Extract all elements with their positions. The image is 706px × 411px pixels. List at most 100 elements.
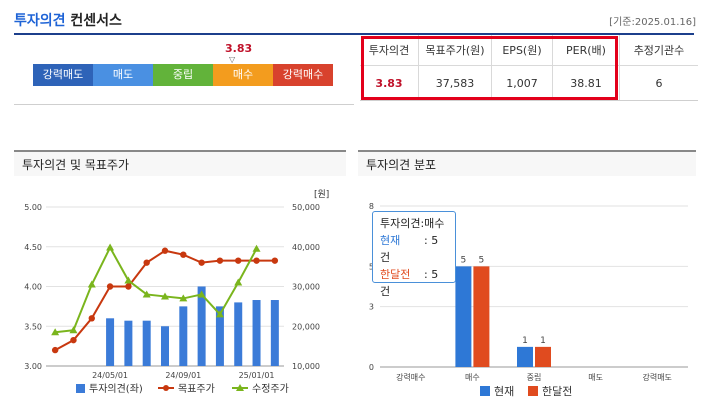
y-tick-label: 3.50: [24, 322, 42, 331]
legend-current-icon: [480, 386, 490, 396]
y-tick-label: 3.00: [24, 362, 42, 371]
cell-per: 38.81: [552, 65, 620, 101]
tooltip-value: : 5 건: [380, 234, 439, 264]
target-price-point: [106, 283, 114, 290]
opinion-bar: [197, 286, 206, 366]
adjusted-price-point: [142, 290, 151, 298]
target-price-point: [235, 257, 242, 264]
data-label: 1: [540, 336, 546, 346]
legend-label: 수정주가: [252, 383, 289, 395]
scale-strong-buy: 강력매수: [273, 64, 333, 86]
target-price-point: [125, 283, 132, 290]
col-header: 투자의견: [360, 35, 419, 66]
adjusted-price-point: [179, 294, 188, 302]
legend-label: 투자의견(좌): [89, 383, 143, 395]
distribution-bar: [455, 266, 472, 367]
x-tick-label: 매수: [465, 373, 480, 382]
opinion-bar: [179, 306, 188, 366]
divider: [14, 104, 354, 105]
cell-opinion: 3.83: [360, 65, 419, 101]
col-header: EPS(원): [491, 35, 553, 66]
adjusted-price-line: [55, 245, 258, 334]
consensus-table: 투자의견 목표주가(원) EPS(원) PER(배) 추정기관수 3.83 37…: [360, 35, 698, 101]
opinion-bar: [252, 300, 261, 366]
target-price-point: [161, 247, 169, 254]
cell-institutions: 6: [619, 65, 698, 101]
x-tick-label: 매도: [588, 373, 603, 382]
target-price-point: [253, 257, 260, 264]
opinion-bar: [161, 326, 169, 366]
opinion-bar: [234, 302, 243, 366]
scale-strong-sell: 강력매도: [33, 64, 93, 86]
opinion-scale: 강력매도 매도 중립 매수 강력매수: [33, 64, 333, 86]
target-price-point: [51, 346, 59, 354]
distribution-bar: [473, 266, 490, 367]
adjusted-price-point: [252, 244, 261, 252]
header-divider: [14, 33, 694, 35]
legend-month-ago-icon: [528, 386, 538, 396]
tooltip-label: 한달전: [380, 268, 411, 281]
opinion-bar: [106, 318, 115, 366]
x-tick-label: 24/09/01: [165, 371, 201, 380]
target-price-point: [198, 259, 205, 266]
data-label: 1: [522, 336, 528, 346]
y2-tick-label: 40,000: [292, 243, 320, 252]
x-tick-label: 24/05/01: [92, 371, 128, 380]
right-axis-unit: [원]: [314, 189, 329, 200]
table-row: 3.83 37,583 1,007 38.81 6: [360, 65, 698, 101]
adjusted-price-point: [51, 328, 60, 336]
opinion-bar: [215, 306, 224, 366]
data-label: 5: [479, 255, 485, 265]
target-price-point: [180, 251, 187, 258]
opinion-bar: [124, 320, 133, 366]
adjusted-price-point: [197, 290, 206, 298]
y2-tick-label: 30,000: [292, 283, 320, 292]
scale-buy: 매수: [213, 64, 273, 86]
legend-bar-icon: [76, 384, 85, 393]
tooltip-row: 현재: 5 건: [380, 232, 448, 266]
distribution-chart: 0358강력매수매수55중립11매도강력매도현재한달전: [369, 202, 688, 398]
right-panel-title: 투자의견 분포: [358, 150, 696, 176]
page-title-main: 투자의견: [14, 13, 66, 29]
adjusted-price-point: [124, 276, 133, 284]
x-tick-label: 25/01/01: [239, 371, 275, 380]
data-label: 5: [461, 255, 467, 265]
target-price-point: [143, 259, 150, 266]
table-header-row: 투자의견 목표주가(원) EPS(원) PER(배) 추정기관수: [360, 35, 698, 66]
distribution-bar: [535, 346, 551, 367]
target-price-point: [271, 257, 279, 264]
legend-label: 현재: [494, 385, 514, 398]
cell-target-price: 37,583: [418, 65, 492, 101]
left-panel: 투자의견 및 목표주가: [14, 150, 346, 176]
reference-date: [기준:2025.01.16]: [609, 17, 696, 28]
y-tick-label: 4.50: [24, 243, 42, 252]
scale-neutral: 중립: [153, 64, 213, 86]
y-tick-label: 0: [369, 363, 374, 372]
opinion-marker-value: 3.83: [225, 42, 253, 55]
y-tick-label: 5: [369, 262, 374, 271]
highlight-box: [361, 36, 618, 100]
y2-tick-label: 10,000: [292, 362, 320, 371]
opinion-bar: [270, 300, 279, 366]
x-tick-label: 중립: [527, 373, 542, 382]
adjusted-price-point: [234, 278, 243, 286]
legend-point-icon: [163, 385, 169, 391]
col-header: 추정기관수: [619, 35, 698, 66]
tooltip-title: 투자의견:매수: [380, 217, 445, 230]
legend-point-icon: [236, 384, 244, 391]
x-tick-label: 강력매수: [396, 372, 425, 382]
scale-sell: 매도: [93, 64, 153, 86]
col-header: 목표주가(원): [418, 35, 492, 66]
adjusted-price-point: [106, 243, 115, 251]
tooltip-row: 한달전: 5 건: [380, 266, 448, 300]
right-panel: 투자의견 분포: [358, 150, 696, 176]
y2-tick-label: 20,000: [292, 322, 320, 331]
x-tick-label: 강력매도: [642, 372, 671, 382]
opinion-price-chart: [원] 3.00 10,000 3.50 20,000 4.00 30,000 4.50 40,…: [24, 189, 329, 395]
opinion-marker-arrow-icon: ▽: [229, 55, 236, 64]
page-title: 투자의견 컨센서스: [14, 10, 122, 30]
opinion-bar: [142, 320, 151, 366]
tooltip-value: : 5 건: [380, 268, 439, 298]
chart-tooltip: 투자의견:매수 현재: 5 건 한달전: 5 건: [372, 211, 456, 298]
adjusted-price-point: [87, 280, 96, 288]
